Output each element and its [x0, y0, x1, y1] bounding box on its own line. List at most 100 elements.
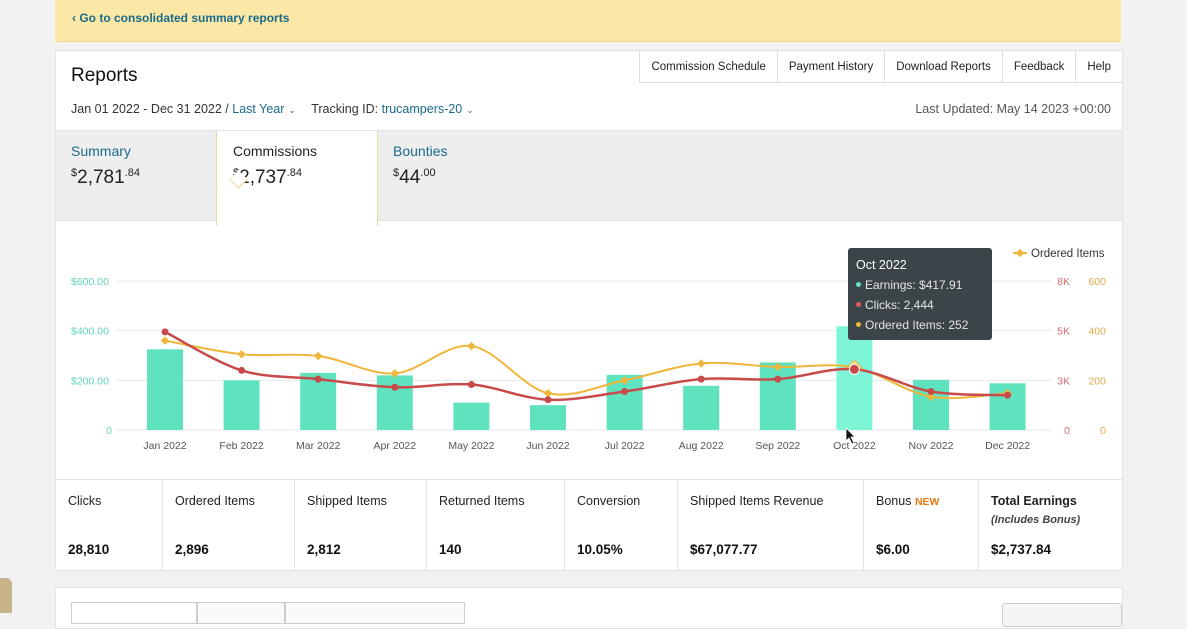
earnings-bar: [683, 385, 720, 430]
chevron-down-icon[interactable]: ⌄: [288, 105, 296, 115]
bottom-tab-1[interactable]: [71, 602, 197, 624]
nav-help[interactable]: Help: [1075, 51, 1122, 83]
tooltip-earnings: Earnings: $417.91: [856, 278, 962, 292]
earnings-bar: [530, 405, 566, 430]
stat-shipped-revenue: Shipped Items Revenue $67,077.77: [678, 480, 864, 571]
chart-svg: 0 $200.00 $400.00 $600.00 0 3K 5K 8K 0 200 400 600 J…: [71, 248, 1106, 452]
x-tick-label: Dec 2022: [985, 440, 1030, 452]
date-range: Jan 01 2022 - Dec 31 2022 /: [71, 102, 229, 116]
tab-summary[interactable]: Summary $2,781.84: [71, 131, 211, 220]
bottom-tab-2[interactable]: [197, 602, 285, 624]
tab-bounties-label: Bounties: [393, 143, 448, 159]
earnings-bar: [836, 326, 873, 430]
clicks-point: [391, 383, 399, 391]
left-axis-tick: $200.00: [71, 375, 109, 387]
ordered-items-line: [164, 339, 1008, 400]
tab-commissions[interactable]: Commissions $2,737.84: [216, 131, 378, 226]
stat-shipped-items: Shipped Items 2,812: [295, 480, 427, 571]
stat-returned-items: Returned Items 140: [427, 480, 565, 571]
tab-bounties-amount: $44.00: [393, 167, 436, 188]
clicks-axis-tick: 3K: [1057, 375, 1070, 387]
stat-ordered-items: Ordered Items 2,896: [163, 480, 295, 571]
tooltip-clicks: Clicks: 2,444: [856, 298, 934, 312]
nav-commission-schedule[interactable]: Commission Schedule: [639, 51, 777, 83]
bottom-action-button[interactable]: [1002, 603, 1122, 627]
legend-ordered-marker: [1015, 248, 1025, 258]
tab-summary-label: Summary: [71, 143, 131, 159]
consolidated-banner: ‹ Go to consolidated summary reports: [55, 0, 1121, 42]
clicks-axis-tick: 0: [1064, 425, 1070, 437]
ordered-items-point: [390, 369, 400, 378]
consolidated-summary-link[interactable]: ‹ Go to consolidated summary reports: [72, 11, 290, 25]
earnings-bar: [147, 349, 183, 430]
tab-summary-amount: $2,781.84: [71, 167, 140, 188]
clicks-line: [164, 330, 1008, 402]
x-tick-label: May 2022: [448, 440, 494, 452]
clicks-axis-tick: 5K: [1057, 326, 1070, 338]
ordered-items-point: [773, 362, 783, 372]
ordered-axis-tick: 600: [1088, 276, 1106, 288]
clicks-point: [697, 375, 705, 383]
x-tick-label: Apr 2022: [373, 440, 416, 452]
ordered-axis-tick: 400: [1088, 326, 1106, 338]
ordered-items-point: [926, 392, 936, 401]
tab-bounties[interactable]: Bounties $44.00: [393, 131, 533, 220]
clicks-point: [621, 388, 629, 396]
ordered-items-point: [313, 351, 323, 361]
stat-clicks: Clicks 28,810: [56, 480, 163, 571]
ordered-items-point: [237, 350, 246, 359]
clicks-point: [238, 366, 246, 374]
earnings-bar: [759, 362, 796, 430]
earnings-chart: 0 $200.00 $400.00 $600.00 0 3K 5K 8K 0 200 400 600 J…: [56, 231, 1122, 479]
tab-commissions-label: Commissions: [233, 143, 318, 159]
clicks-point: [161, 328, 169, 336]
x-tick-label: Aug 2022: [679, 440, 724, 452]
ordered-axis-tick: 200: [1088, 375, 1106, 387]
mouse-cursor-icon: [845, 427, 856, 445]
ordered-items-point: [467, 341, 476, 351]
clicks-point: [1004, 391, 1012, 399]
ordered-items-point: [696, 359, 706, 368]
chevron-down-icon[interactable]: ⌄: [466, 105, 474, 115]
clicks-point: [544, 396, 552, 404]
clicks-point: [314, 375, 322, 383]
earnings-bar: [453, 402, 490, 430]
new-badge: NEW: [914, 496, 940, 508]
clicks-point: [927, 388, 935, 396]
bottom-tabs: [71, 602, 465, 624]
bottom-report-card: [55, 587, 1123, 629]
x-tick-label: Jun 2022: [526, 440, 569, 452]
x-tick-label: Nov 2022: [909, 440, 954, 452]
period-dropdown[interactable]: Last Year: [232, 102, 285, 116]
tooltip-title: Oct 2022: [856, 258, 907, 272]
nav-payment-history[interactable]: Payment History: [776, 51, 885, 83]
stat-conversion: Conversion 10.05%: [565, 480, 678, 571]
nav-feedback[interactable]: Feedback: [1001, 51, 1076, 83]
ordered-axis-tick: 0: [1100, 425, 1106, 437]
ordered-items-point: [160, 336, 170, 345]
stat-bonus: Bonus NEW $6.00: [864, 480, 979, 571]
x-tick-label: Jan 2022: [143, 440, 186, 452]
bottom-tab-3[interactable]: [285, 602, 465, 624]
earnings-bar: [223, 380, 260, 430]
stats-row: Clicks 28,810 Ordered Items 2,896 Shippe…: [56, 479, 1122, 571]
tooltip-ordered: Ordered Items: 252: [856, 318, 968, 332]
left-axis-tick: $400.00: [71, 326, 109, 338]
left-axis-tick: $600.00: [71, 276, 109, 288]
clicks-point: [848, 363, 860, 375]
x-tick-label: Oct 2022: [833, 440, 876, 452]
x-tick-label: Jul 2022: [605, 440, 645, 452]
nav-download-reports[interactable]: Download Reports: [884, 51, 1002, 83]
ordered-items-point: [543, 389, 553, 398]
x-tick-label: Mar 2022: [296, 440, 341, 452]
page-title: Reports: [71, 65, 138, 86]
left-axis-tick: 0: [106, 425, 112, 437]
x-tick-label: Feb 2022: [219, 440, 264, 452]
clicks-point: [774, 375, 782, 383]
clicks-point: [467, 381, 475, 389]
top-nav: Commission Schedule Payment History Down…: [639, 51, 1122, 83]
tracking-label: Tracking ID:: [311, 102, 379, 116]
legend-ordered-items: Ordered Items: [1031, 248, 1105, 260]
x-tick-label: Sep 2022: [755, 440, 800, 452]
tracking-id-dropdown[interactable]: trucampers-20: [381, 102, 463, 116]
